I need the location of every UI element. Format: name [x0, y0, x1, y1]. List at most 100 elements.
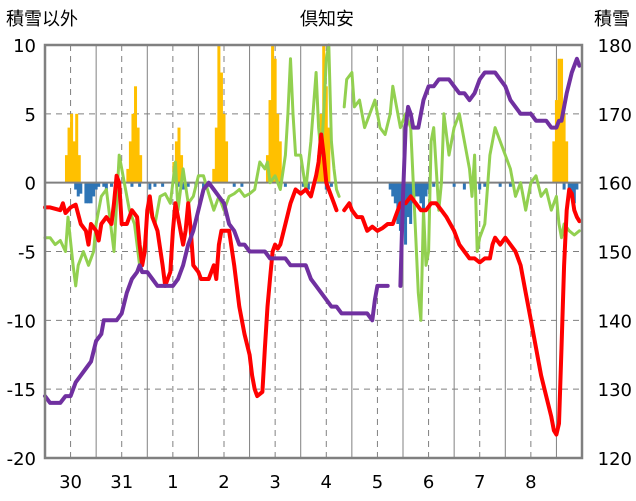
y-left-tick-label: -15 — [7, 380, 36, 401]
temperature-line — [43, 132, 339, 399]
y-left-tick-label: -10 — [7, 311, 36, 332]
change-bar — [102, 182, 106, 187]
change-bar — [240, 182, 244, 187]
y-right-tick-label: 120 — [598, 449, 632, 470]
precip-bar — [324, 86, 328, 183]
wind-line — [43, 43, 341, 288]
y-right-axis-label: 積雪 — [594, 9, 630, 30]
y-left-tick-label: 0 — [25, 174, 36, 195]
change-bar — [414, 182, 418, 197]
change-bar — [109, 182, 113, 187]
change-bar — [483, 182, 487, 187]
snow-depth-line — [43, 180, 390, 405]
precip-bar — [177, 127, 181, 183]
y-right-tick-label: 140 — [598, 311, 632, 332]
precip-bar — [554, 100, 558, 183]
change-bar — [388, 182, 392, 190]
change-bar — [393, 182, 397, 204]
change-bar — [498, 182, 502, 187]
precip-bar — [273, 58, 277, 183]
change-bar — [89, 182, 93, 204]
x-tick-labels: 30 31 1 2 3 4 5 6 7 8 — [59, 472, 536, 493]
plot-frame — [43, 43, 584, 460]
wind-line — [342, 71, 581, 322]
change-bar — [478, 182, 482, 190]
y-left-tick-label: 10 — [13, 36, 36, 57]
precip-bar — [70, 113, 74, 183]
change-bar — [138, 182, 142, 187]
change-bar — [130, 182, 134, 187]
change-bar — [452, 182, 456, 187]
change-bar — [153, 182, 157, 187]
precip-bar — [565, 141, 569, 183]
change-bar — [427, 182, 431, 190]
precip-bar — [64, 155, 68, 183]
change-bar — [424, 182, 428, 197]
precip-bar — [67, 127, 71, 183]
precip-bar — [131, 113, 135, 183]
change-bar — [419, 182, 423, 204]
precip-bar — [75, 113, 79, 183]
y-right-tick-labels: 180 170 160 150 140 130 120 — [598, 36, 632, 470]
temperature-line — [342, 187, 582, 437]
change-bar — [283, 182, 287, 187]
precip-bar — [180, 155, 184, 183]
precip-bar — [562, 113, 566, 183]
precip-bar — [212, 168, 216, 183]
change-bar — [416, 182, 420, 197]
change-bar — [84, 182, 88, 204]
y-left-axis-label: 積雪以外 — [6, 9, 78, 30]
precip-bar — [126, 168, 130, 183]
change-bar — [76, 182, 80, 197]
chart-title: 倶知安 — [300, 9, 354, 30]
x-tick-label: 7 — [474, 472, 485, 493]
x-tick-label: 5 — [372, 472, 383, 493]
x-tick-label: 3 — [269, 472, 280, 493]
change-bar — [575, 182, 579, 190]
change-bar — [94, 182, 98, 190]
change-bar — [508, 182, 512, 187]
change-bar — [572, 182, 576, 204]
change-bar — [462, 182, 466, 190]
change-bar — [421, 182, 425, 211]
change-bar — [181, 182, 185, 190]
change-bar — [306, 182, 310, 190]
x-tick-label: 30 — [59, 472, 82, 493]
y-right-tick-label: 160 — [598, 174, 632, 195]
precip-bar — [276, 113, 280, 183]
y-left-tick-label: -20 — [7, 449, 36, 470]
precip-bar — [72, 141, 76, 183]
change-bar — [391, 182, 395, 197]
change-bar — [97, 182, 101, 187]
precip-bar — [134, 86, 138, 183]
precip-bar — [77, 155, 81, 183]
precip-bar — [268, 100, 272, 183]
y-right-tick-label: 130 — [598, 380, 632, 401]
change-bar — [570, 182, 574, 197]
precip-bar — [327, 127, 331, 183]
x-tick-label: 2 — [218, 472, 229, 493]
precip-bar — [139, 155, 143, 183]
y-right-tick-label: 170 — [598, 105, 632, 126]
y-left-tick-label: 5 — [25, 105, 36, 126]
y-right-tick-label: 150 — [598, 243, 632, 264]
precip-bar — [222, 113, 226, 183]
snow-depth-line — [398, 56, 582, 288]
x-tick-label: 8 — [525, 472, 536, 493]
change-bar — [86, 182, 90, 204]
change-bar — [404, 182, 408, 245]
x-tick-label: 1 — [167, 472, 178, 493]
change-bar — [202, 182, 206, 190]
series-lines — [43, 43, 582, 437]
y-left-tick-labels: 10 5 0 -5 -10 -15 -20 — [7, 36, 36, 470]
precip-bar — [552, 141, 556, 183]
precip-bar — [271, 45, 275, 183]
x-tick-label: 6 — [423, 472, 434, 493]
y-left-tick-label: -5 — [18, 243, 36, 264]
change-bar — [432, 182, 436, 187]
precip-bar — [214, 127, 218, 183]
precip-bar — [225, 141, 229, 183]
change-bar — [104, 182, 108, 190]
